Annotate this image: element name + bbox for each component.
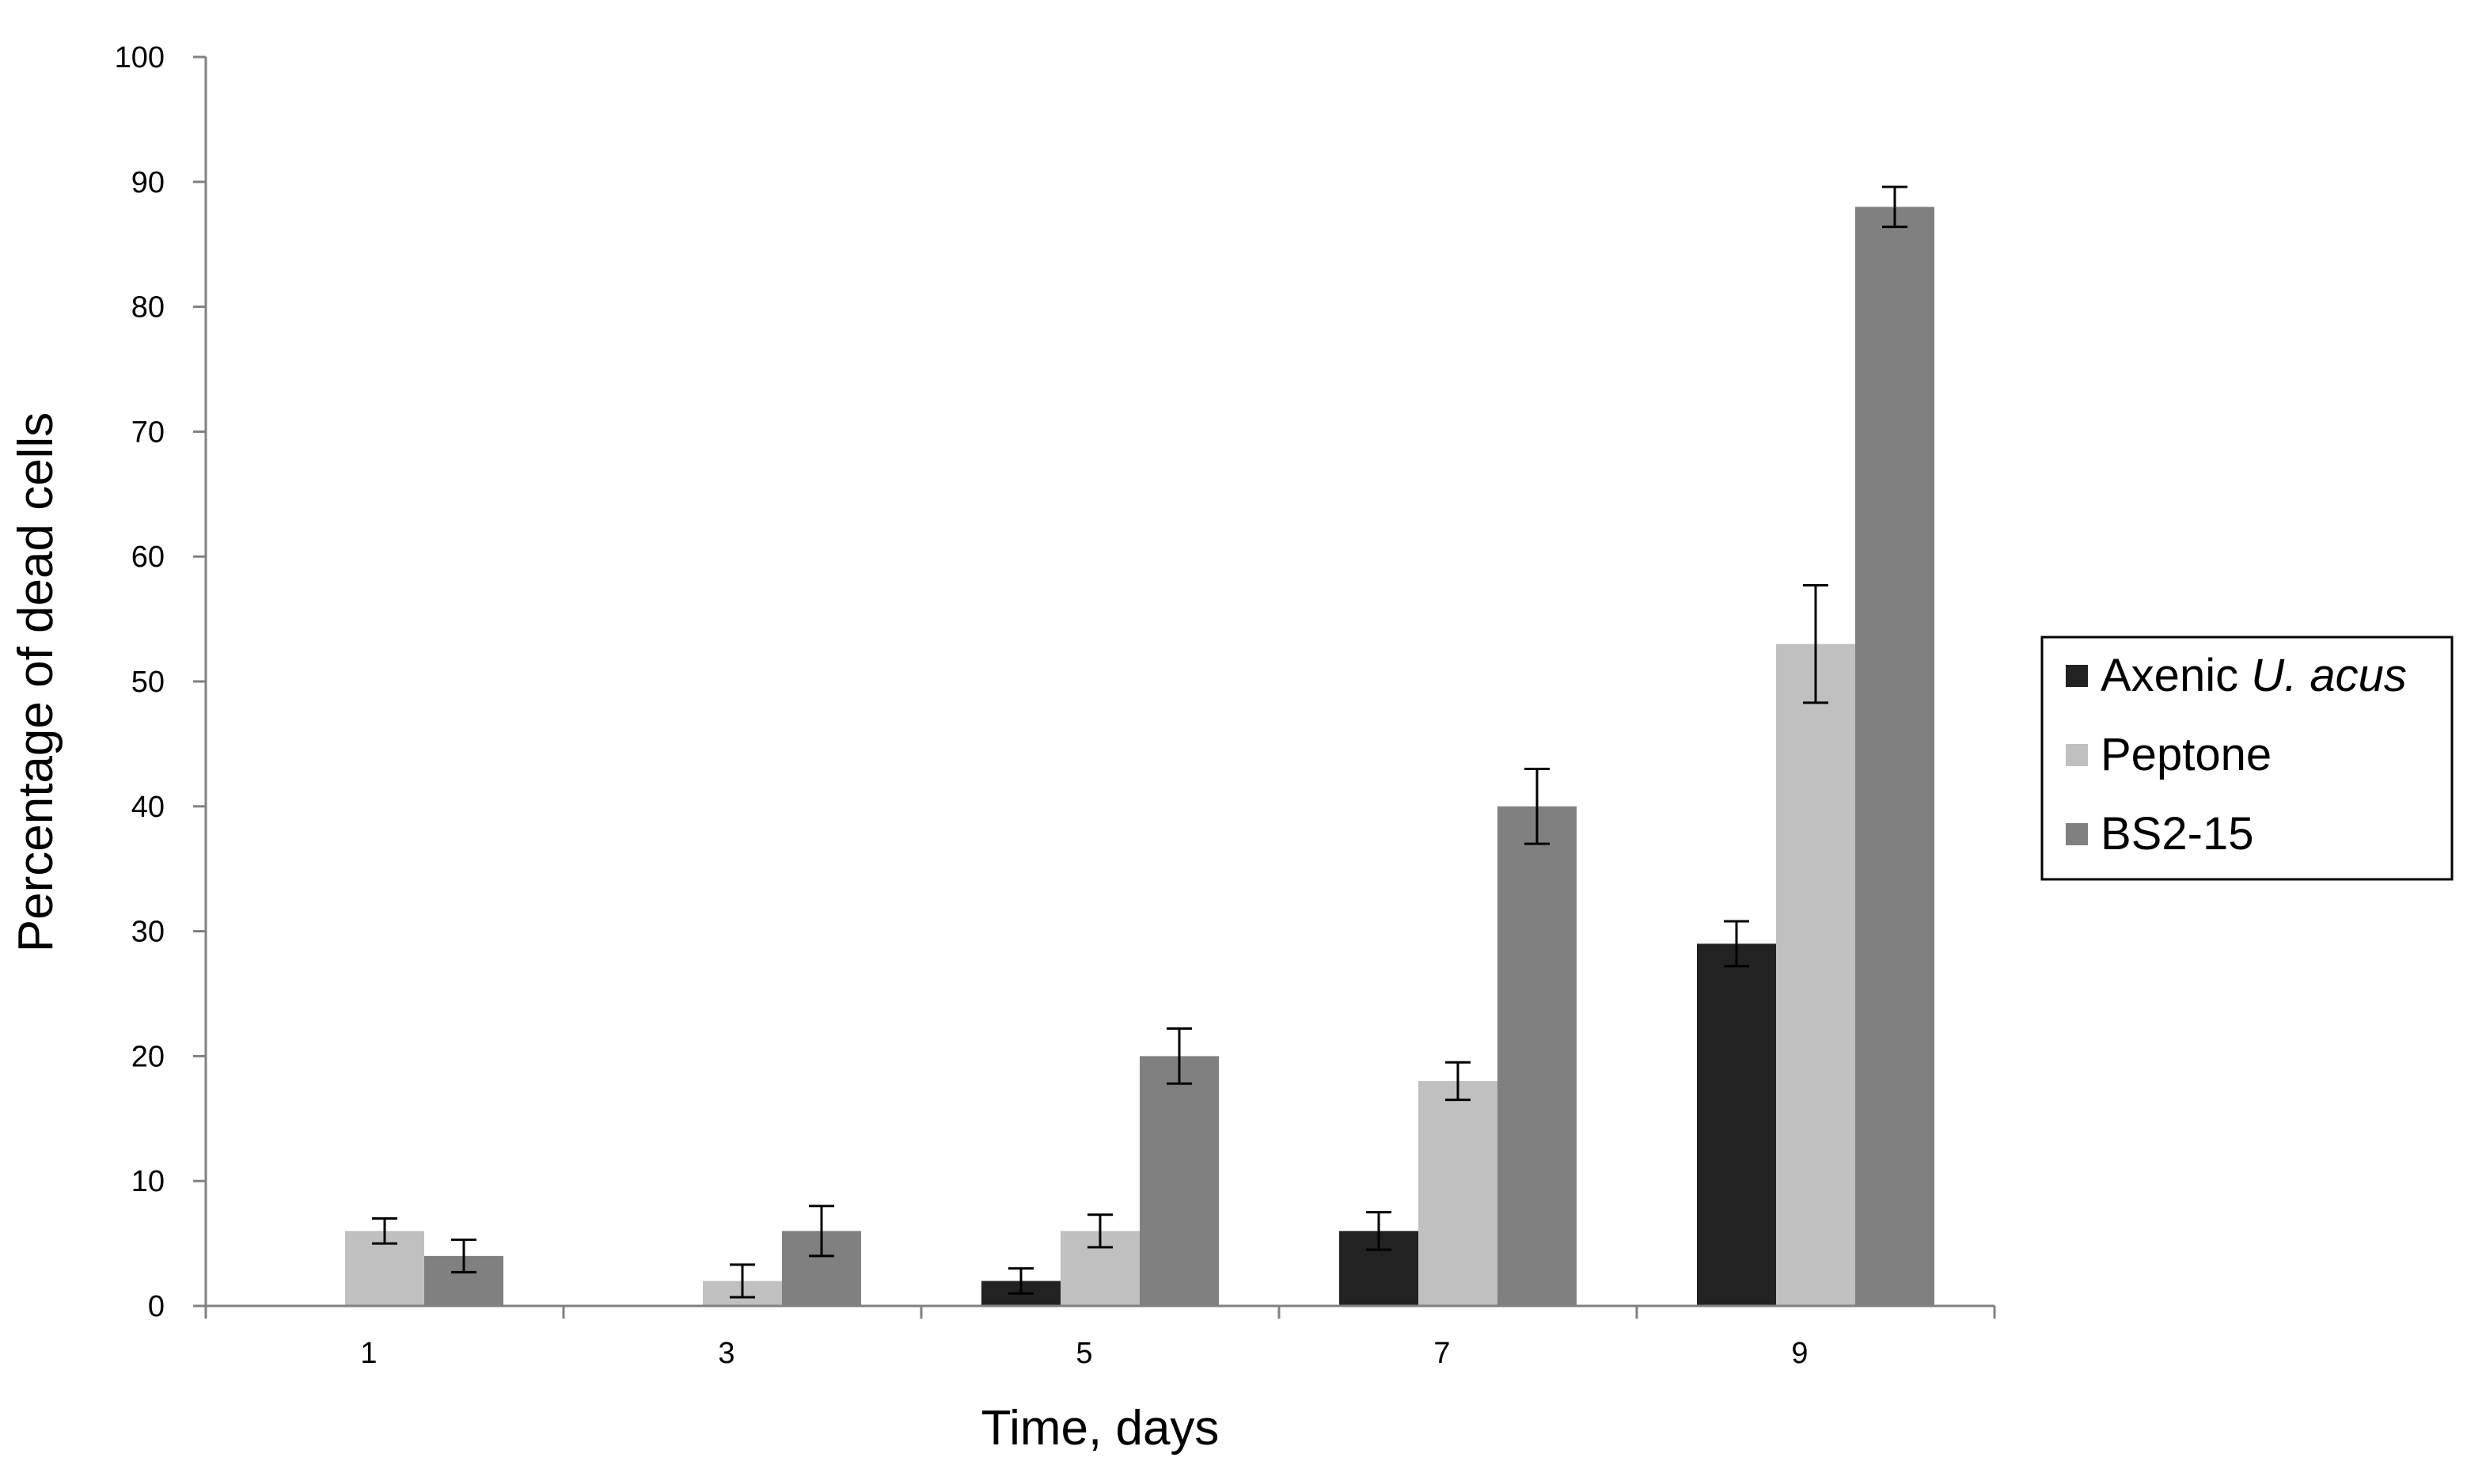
x-tick-label: 3 <box>718 1337 734 1370</box>
y-tick-label: 10 <box>131 1165 165 1198</box>
legend: Axenic U. acus Peptone BS2-15 <box>2040 636 2454 881</box>
y-tick-label: 100 <box>115 41 165 74</box>
bar <box>1855 207 1934 1306</box>
y-tick-label: 70 <box>131 416 165 449</box>
bar <box>1697 943 1776 1306</box>
y-tick-label: 60 <box>131 541 165 574</box>
x-axis: 1 3 5 7 9 <box>204 1304 1996 1370</box>
y-tick-label: 0 <box>148 1290 165 1323</box>
legend-swatch-axenic <box>2066 665 2088 687</box>
x-tick-label: 5 <box>1076 1337 1092 1370</box>
y-axis: 0 10 20 30 40 50 60 70 80 90 100 <box>115 41 207 1323</box>
y-tick-label: 40 <box>131 791 165 824</box>
legend-swatch-bs2-15 <box>2066 823 2088 845</box>
legend-swatch-peptone <box>2066 744 2088 766</box>
x-tick-label: 1 <box>360 1337 377 1370</box>
x-tick-label: 7 <box>1433 1337 1450 1370</box>
legend-entry-bs2-15: BS2-15 <box>2101 808 2253 860</box>
legend-border <box>2040 636 2454 881</box>
y-axis-title: Percentage of dead cells <box>9 412 63 952</box>
bar <box>1140 1056 1219 1306</box>
bar <box>1497 806 1577 1306</box>
legend-entry-peptone: Peptone <box>2101 729 2272 780</box>
x-axis-title: Time, days <box>981 1401 1220 1456</box>
y-tick-label: 90 <box>131 166 165 199</box>
legend-entry-axenic: Axenic U. acus <box>2101 650 2407 701</box>
bar <box>1418 1080 1497 1306</box>
bar <box>1776 643 1855 1306</box>
y-tick-label: 30 <box>131 916 165 949</box>
plot-area <box>345 185 1934 1306</box>
x-tick-label: 9 <box>1791 1337 1808 1370</box>
y-tick-label: 20 <box>131 1040 165 1073</box>
y-tick-label: 80 <box>131 291 165 325</box>
y-tick-label: 50 <box>131 666 165 699</box>
